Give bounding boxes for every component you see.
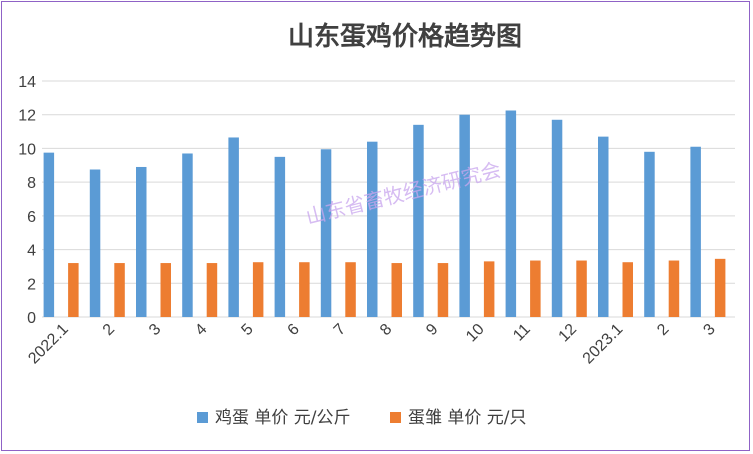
- x-tick-label: 5: [238, 321, 256, 339]
- bar-egg: [228, 137, 239, 317]
- x-tick-label: 2023.1: [580, 321, 627, 368]
- legend-swatch: [197, 412, 208, 423]
- bar-egg: [551, 119, 563, 318]
- x-tick-label: 2022.1: [25, 321, 72, 368]
- bar-chick: [668, 260, 680, 317]
- x-tick-label: 10: [463, 321, 488, 346]
- y-tick-label: 4: [27, 243, 36, 260]
- x-tick-label: 3: [700, 321, 718, 339]
- y-tick-label: 12: [18, 108, 36, 125]
- bar-egg: [182, 153, 193, 317]
- bar-chick: [622, 262, 633, 317]
- bar-chick: [345, 262, 356, 317]
- bar-egg: [320, 149, 332, 317]
- bar-egg: [413, 124, 424, 317]
- x-tick-label: 3: [146, 321, 164, 339]
- bar-chick: [714, 258, 726, 317]
- bar-chick: [160, 263, 171, 317]
- bar-egg: [274, 156, 286, 317]
- chart-title: 山东蛋鸡价格趋势图: [288, 21, 522, 52]
- bar-chick: [576, 260, 587, 317]
- bar-chick: [114, 263, 125, 317]
- bars: [43, 110, 726, 318]
- bar-chick: [299, 262, 310, 317]
- watermark: 山东省畜牧经济研究会: [303, 157, 503, 229]
- bar-chick: [530, 260, 541, 317]
- bar-egg: [367, 141, 378, 317]
- x-tick-label: 6: [285, 321, 303, 339]
- y-tick-label: 10: [18, 141, 36, 158]
- bar-chick: [68, 263, 79, 317]
- x-tick-label: 4: [192, 321, 210, 339]
- grid-lines: [42, 80, 735, 318]
- y-tick-label: 0: [27, 310, 36, 327]
- bar-egg: [690, 146, 701, 317]
- bar-egg: [598, 136, 609, 317]
- bar-chick: [391, 263, 402, 317]
- legend-swatch: [390, 412, 401, 423]
- y-axis-ticks: 0 2 4 6 8 10 12 14: [18, 74, 36, 327]
- x-tick-label: 2: [654, 321, 672, 339]
- x-tick-label: 12: [556, 321, 581, 346]
- x-tick-label: 7: [331, 321, 349, 339]
- bar-egg: [644, 151, 655, 317]
- bar-egg: [43, 152, 55, 317]
- bar-chick: [206, 263, 218, 317]
- x-tick-label: 8: [377, 321, 395, 339]
- x-tick-label: 2: [100, 321, 118, 339]
- legend: 鸡蛋 单价 元/公斤 蛋雏 单价 元/只: [197, 408, 527, 428]
- bar-chick: [252, 262, 264, 317]
- legend-label: 鸡蛋 单价 元/公斤: [215, 408, 351, 428]
- y-tick-label: 6: [27, 209, 36, 226]
- x-axis-ticks: 2022.1 2 3 4 5 6 7 8 9 10 11 12 2023.1 2 3: [25, 321, 718, 368]
- y-tick-label: 14: [18, 74, 36, 91]
- bar-egg: [459, 114, 470, 317]
- legend-label: 蛋雏 单价 元/只: [408, 408, 527, 428]
- y-tick-label: 8: [27, 175, 36, 192]
- y-tick-label: 2: [27, 276, 36, 293]
- x-tick-label: 11: [510, 321, 534, 345]
- bar-egg: [505, 110, 517, 317]
- bar-egg: [136, 166, 147, 317]
- bar-chick: [437, 263, 449, 317]
- bar-chick: [483, 261, 495, 317]
- x-tick-label: 9: [423, 321, 441, 339]
- bar-egg: [89, 169, 101, 317]
